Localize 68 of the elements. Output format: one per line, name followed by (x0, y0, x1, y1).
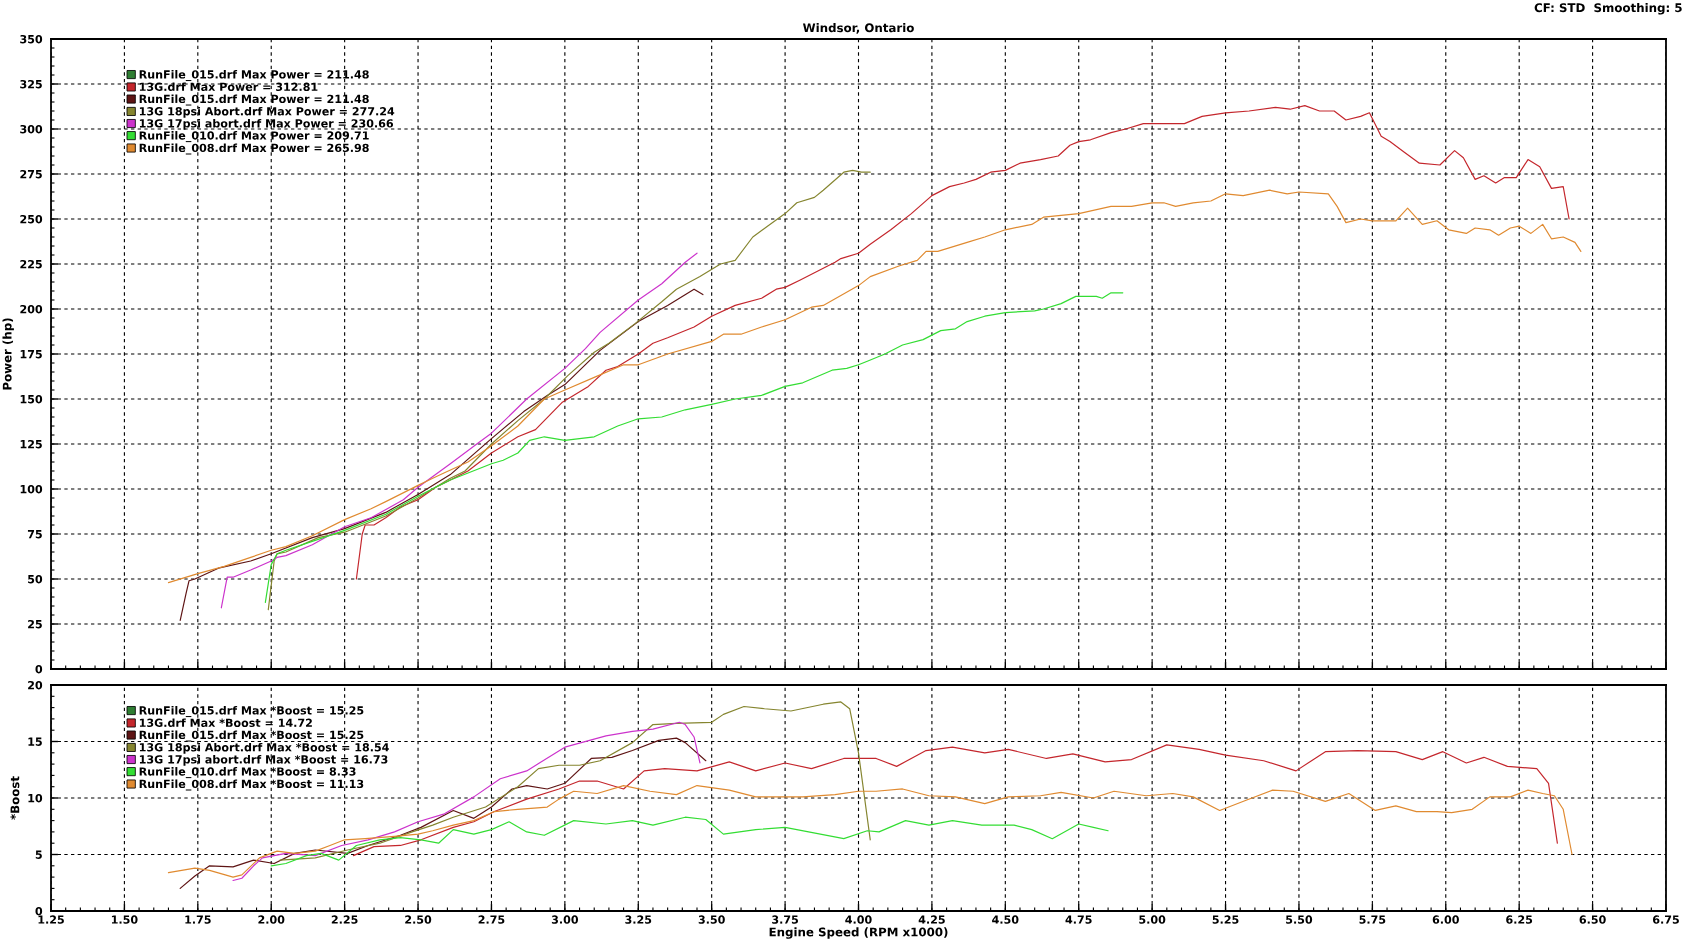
x-axis-title: Engine Speed (RPM x1000) (769, 927, 948, 939)
legend-label: 13G 18psi Abort.drf Max Power = 277.24 (139, 106, 395, 118)
y-tick-label: 225 (20, 259, 42, 269)
legend-label: RunFile_015.drf Max Power = 211.48 (139, 70, 369, 82)
y-tick-label: 5 (35, 850, 42, 859)
x-tick-label: 6.50 (1579, 915, 1606, 924)
text: CF: STD Smoothing: 5 (1534, 3, 1682, 15)
y-tick-label: 250 (20, 214, 43, 224)
y-tick-label: 300 (20, 124, 43, 134)
legend-label: 13G 18psi Abort.drf Max *Boost = 18.54 (139, 742, 389, 754)
x-tick-label: 6.25 (1506, 915, 1533, 924)
line-series (179, 288, 704, 621)
y-tick-label: 75 (27, 530, 42, 539)
line-series (267, 169, 871, 611)
line-series (264, 292, 1124, 603)
x-tick-label: 2.00 (258, 915, 285, 924)
x-tick-label: 1.50 (111, 915, 138, 924)
y-tick-label: 0 (35, 906, 43, 916)
x-tick-label: 3.00 (551, 915, 579, 924)
x-tick-label: 4.50 (992, 915, 1019, 924)
y-tick-label: 20 (28, 680, 43, 690)
y-tick-label: 325 (20, 79, 42, 89)
x-tick-label: 4.25 (918, 915, 945, 924)
y-tick-label: 275 (20, 169, 42, 179)
legend-label: 13G.drf Max *Boost = 14.72 (139, 718, 312, 727)
legend-label: RunFile_015.drf Max *Boost = 15.25 (139, 706, 364, 718)
x-tick-label: 2.75 (478, 915, 505, 924)
y-tick-label: 0 (35, 664, 43, 674)
legend-label: RunFile_015.drf Max Power = 211.48 (139, 94, 369, 106)
legend-label: RunFile_015.drf Max *Boost = 15.25 (139, 730, 364, 742)
y-axis-title: Power (hp) (2, 318, 14, 390)
x-tick-label: 3.75 (772, 915, 799, 924)
y-tick-label: 125 (20, 439, 42, 449)
legend-label: 13G 17psi abort.drf Max Power = 230.66 (139, 118, 394, 130)
y-tick-label: 25 (28, 619, 42, 629)
y-tick-label: 150 (20, 394, 43, 404)
y-tick-label: 50 (28, 574, 43, 584)
legend-label: 13G 17psi abort.drf Max *Boost = 16.73 (139, 754, 388, 766)
x-tick-label: 4.00 (845, 915, 872, 924)
x-tick-label: 4.75 (1065, 915, 1092, 924)
chart-title: Windsor, Ontario (802, 23, 914, 34)
x-tick-label: 5.25 (1212, 915, 1239, 924)
x-tick-label: 5.00 (1139, 915, 1166, 924)
line-series (270, 816, 1109, 867)
y-tick-label: 15 (28, 737, 42, 746)
line-series (167, 189, 1582, 584)
y-tick-label: 10 (28, 793, 43, 803)
x-tick-label: 5.75 (1359, 915, 1386, 924)
legend-label: RunFile_008.drf Max *Boost = 11.13 (139, 779, 364, 791)
x-tick-label: 6.00 (1432, 915, 1459, 924)
legend-label: RunFile_010.drf Max Power = 209.71 (139, 131, 369, 143)
legend-label: RunFile_008.drf Max Power = 265.98 (139, 143, 369, 155)
y-tick-label: 175 (20, 350, 42, 359)
y-tick-label: 350 (20, 34, 43, 44)
x-tick-label: 1.75 (185, 915, 211, 924)
x-tick-label: 6.75 (1652, 915, 1679, 924)
line-series (220, 252, 698, 609)
legend-label: 13G.drf Max Power = 312.81 (139, 82, 318, 91)
x-tick-label: 5.50 (1286, 915, 1313, 924)
y-tick-label: 100 (20, 484, 43, 494)
y-axis-title: *Boost (10, 776, 20, 820)
x-tick-label: 1.25 (38, 915, 64, 924)
y-tick-label: 200 (20, 304, 43, 314)
x-tick-label: 2.50 (405, 915, 432, 924)
x-tick-label: 3.50 (698, 915, 725, 924)
x-tick-label: 3.25 (625, 915, 652, 924)
legend-label: RunFile_010.drf Max *Boost = 8.33 (139, 767, 356, 779)
x-tick-label: 2.25 (331, 915, 358, 924)
